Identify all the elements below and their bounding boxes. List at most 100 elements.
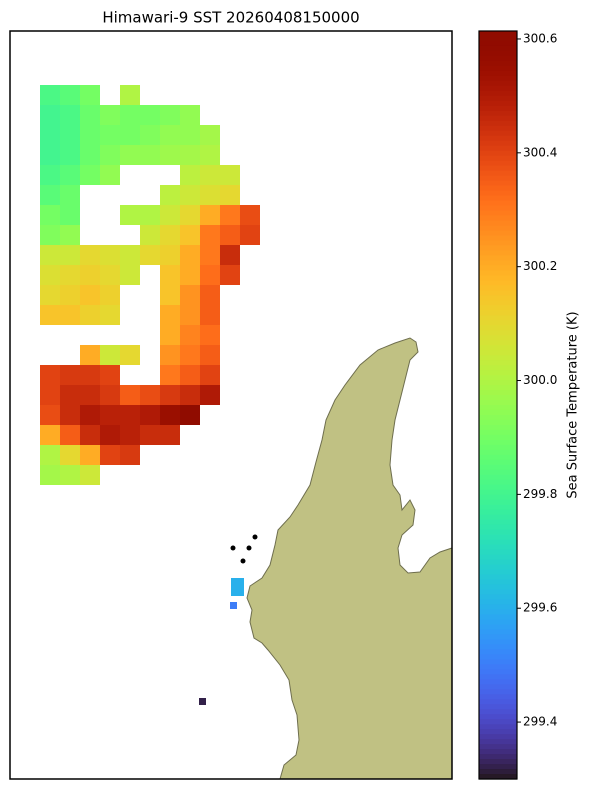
colorbar-swatch xyxy=(479,624,517,630)
sst-cell xyxy=(160,425,180,445)
sst-cell xyxy=(200,245,220,265)
sst-cell xyxy=(160,265,180,285)
sst-cell xyxy=(220,165,240,185)
colorbar-swatch xyxy=(479,609,517,616)
sst-cell xyxy=(200,345,220,365)
sst-cell xyxy=(80,305,100,325)
colorbar-swatch xyxy=(479,130,517,137)
colorbar-swatch xyxy=(479,764,517,770)
colorbar-swatch xyxy=(479,454,517,461)
colorbar-swatch xyxy=(479,424,517,431)
colorbar-swatch xyxy=(479,265,517,271)
colorbar-swatch xyxy=(479,60,517,67)
sst-cell xyxy=(60,465,80,485)
colorbar-swatch xyxy=(479,80,517,87)
sst-cell xyxy=(40,385,60,405)
colorbar-swatch xyxy=(479,759,517,765)
colorbar-swatch xyxy=(479,35,517,42)
sst-cell xyxy=(120,145,140,165)
colorbar-swatch xyxy=(479,330,517,336)
sst-cell xyxy=(40,185,60,205)
sst-cell xyxy=(160,185,180,205)
colorbar-swatch xyxy=(479,494,517,501)
colorbar-swatch xyxy=(479,255,517,261)
colorbar-swatch xyxy=(479,544,517,551)
sst-cell xyxy=(160,285,180,305)
sst-cell xyxy=(240,205,260,225)
colorbar-swatch xyxy=(479,85,517,92)
colorbar-swatch xyxy=(479,225,517,232)
sst-cell xyxy=(80,125,100,145)
colorbar-swatch xyxy=(479,589,517,596)
sst-cell xyxy=(60,285,80,305)
colorbar-swatch xyxy=(479,55,517,62)
sst-cell xyxy=(180,305,200,325)
colorbar-swatch xyxy=(479,45,517,52)
colorbar-swatch xyxy=(479,434,517,441)
sst-cell xyxy=(40,265,60,285)
colorbar-swatch xyxy=(479,300,517,306)
sst-cell xyxy=(60,245,80,265)
colorbar-tick-label: 299.4 xyxy=(523,715,557,729)
sst-cell xyxy=(40,285,60,305)
sst-cell xyxy=(180,105,200,125)
sst-cell xyxy=(160,365,180,385)
sst-cell xyxy=(140,225,160,245)
colorbar-swatch xyxy=(479,365,517,371)
colorbar-swatch xyxy=(479,679,517,685)
colorbar-swatch xyxy=(479,375,517,381)
map-frame xyxy=(9,30,453,780)
colorbar-swatch xyxy=(479,729,517,735)
colorbar-swatch xyxy=(479,195,517,202)
colorbar-swatch xyxy=(479,429,517,436)
sst-cell xyxy=(160,305,180,325)
sst-cell xyxy=(200,285,220,305)
colorbar-swatch xyxy=(479,260,517,266)
colorbar-frame xyxy=(478,30,518,780)
sst-cell xyxy=(140,125,160,145)
colorbar-swatch xyxy=(479,390,517,396)
colorbar-swatch xyxy=(479,719,517,725)
colorbar-swatch xyxy=(479,315,517,321)
sst-cell xyxy=(80,345,100,365)
colorbar-swatch xyxy=(479,320,517,326)
colorbar-swatch xyxy=(479,539,517,546)
colorbar-swatch xyxy=(479,509,517,516)
sst-cell xyxy=(200,365,220,385)
land xyxy=(246,337,453,780)
sst-cell xyxy=(140,145,160,165)
colorbar-swatch xyxy=(479,205,517,212)
sst-cell xyxy=(80,385,100,405)
colorbar-swatch xyxy=(479,190,517,197)
colorbar-swatch xyxy=(479,125,517,132)
sst-cell xyxy=(220,265,240,285)
colorbar-swatch xyxy=(479,95,517,102)
colorbar-swatch xyxy=(479,235,517,242)
colorbar-swatch xyxy=(479,449,517,456)
sst-cell xyxy=(180,125,200,145)
sst-cell xyxy=(200,205,220,225)
sst-cell xyxy=(180,385,200,405)
sst-cell xyxy=(140,385,160,405)
colorbar-swatch xyxy=(479,250,517,256)
sst-cell xyxy=(180,285,200,305)
sst-cell xyxy=(200,305,220,325)
sst-cell xyxy=(100,285,120,305)
colorbar-tick-label: 299.8 xyxy=(523,487,557,501)
colorbar-swatch xyxy=(479,185,517,192)
sst-cell xyxy=(80,265,100,285)
colorbar-swatch xyxy=(479,599,517,606)
colorbar-swatch xyxy=(479,439,517,446)
colorbar-swatch xyxy=(479,444,517,451)
sst-cell xyxy=(40,245,60,265)
station xyxy=(230,545,236,551)
colorbar-swatch xyxy=(479,499,517,506)
sst-cell xyxy=(200,325,220,345)
colorbar-swatch xyxy=(479,744,517,750)
colorbar-swatch xyxy=(479,514,517,521)
colorbar-swatch xyxy=(479,459,517,466)
colorbar-swatch xyxy=(479,529,517,536)
sst-cell xyxy=(231,578,244,596)
sst-cell xyxy=(60,265,80,285)
